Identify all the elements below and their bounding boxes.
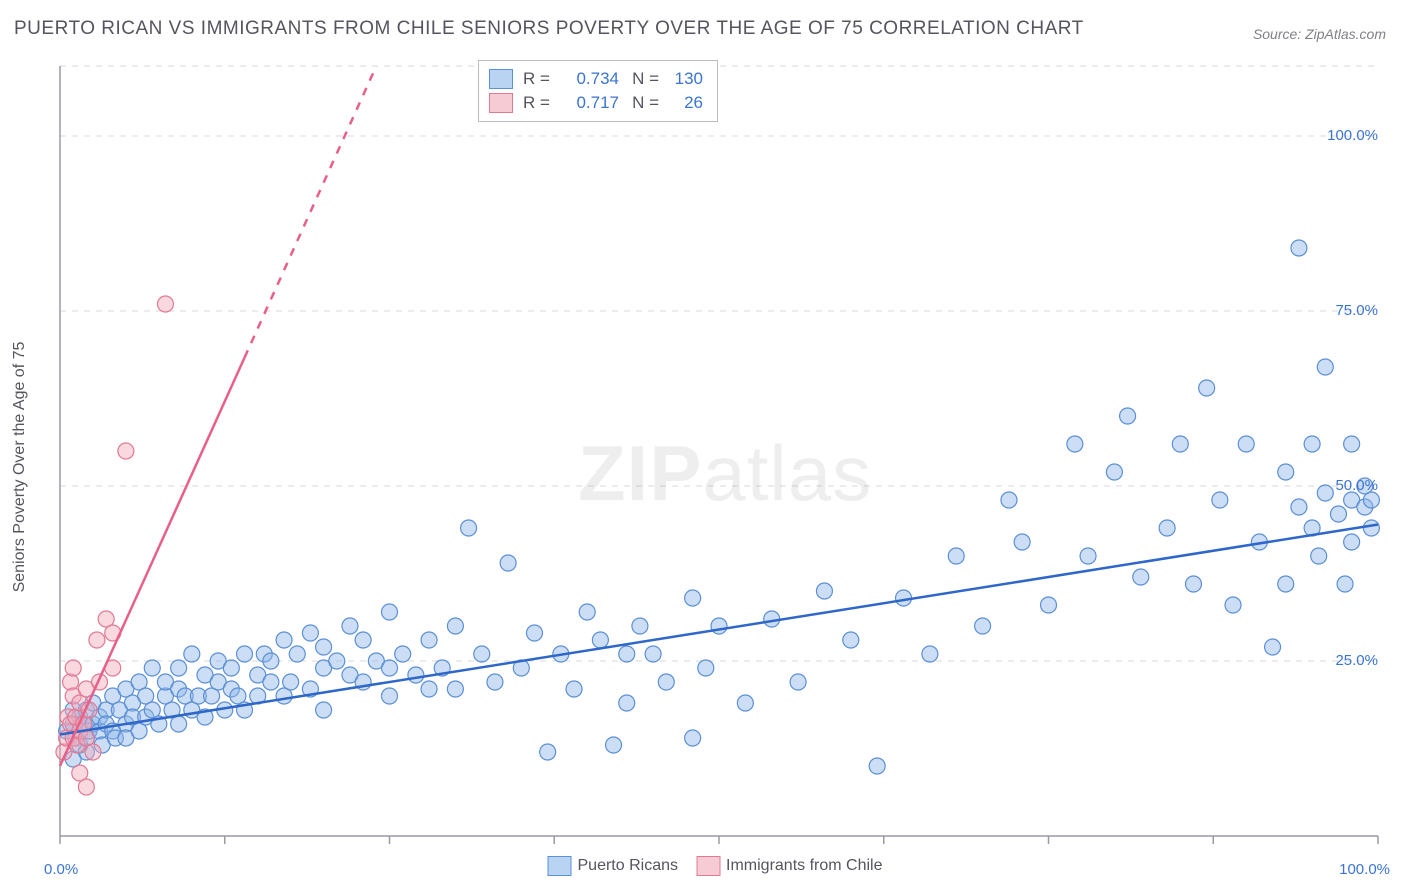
- stats-legend: R =0.734N =130 R =0.717N =26: [478, 60, 718, 122]
- source-attribution: Source: ZipAtlas.com: [1253, 26, 1386, 42]
- stat-n-value: 26: [659, 93, 703, 113]
- legend-label: Immigrants from Chile: [726, 857, 882, 874]
- plot-area: Seniors Poverty Over the Age of 75 ZIPat…: [38, 58, 1392, 876]
- x-axis-end-label: 100.0%: [1339, 861, 1390, 878]
- legend-item: Immigrants from Chile: [696, 856, 882, 876]
- stat-n-label: N =: [619, 93, 659, 113]
- y-tick-label: 50.0%: [1335, 477, 1378, 494]
- stat-n-value: 130: [659, 69, 703, 89]
- x-axis-start-label: 0.0%: [44, 861, 78, 878]
- y-tick-label: 25.0%: [1335, 652, 1378, 669]
- y-axis-label: Seniors Poverty Over the Age of 75: [11, 342, 29, 593]
- scatter-chart: [38, 58, 1392, 876]
- stat-r-value: 0.717: [559, 93, 619, 113]
- legend-swatch: [548, 856, 572, 876]
- legend-swatch: [489, 69, 513, 89]
- stat-r-label: R =: [523, 69, 559, 89]
- legend-swatch: [696, 856, 720, 876]
- legend-item: Puerto Ricans: [548, 856, 679, 876]
- series-legend: Puerto Ricans Immigrants from Chile: [548, 856, 883, 876]
- stat-r-label: R =: [523, 93, 559, 113]
- chart-title: PUERTO RICAN VS IMMIGRANTS FROM CHILE SE…: [14, 18, 1084, 40]
- y-tick-label: 100.0%: [1327, 127, 1378, 144]
- stat-n-label: N =: [619, 69, 659, 89]
- stat-r-value: 0.734: [559, 69, 619, 89]
- legend-swatch: [489, 93, 513, 113]
- legend-label: Puerto Ricans: [578, 857, 679, 874]
- y-tick-label: 75.0%: [1335, 302, 1378, 319]
